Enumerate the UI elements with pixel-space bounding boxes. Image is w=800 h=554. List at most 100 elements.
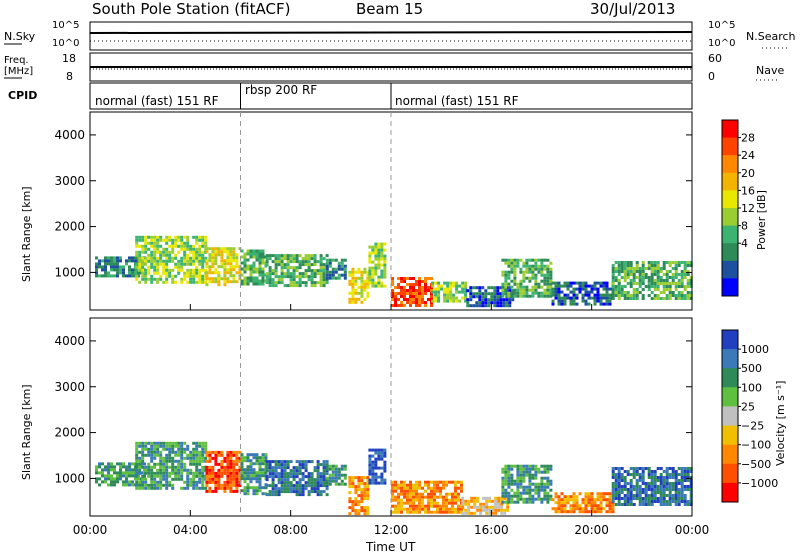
velocity-cell xyxy=(162,474,166,478)
velocity-cell xyxy=(201,465,205,469)
velocity-cell xyxy=(671,476,675,479)
velocity-cell xyxy=(554,507,558,511)
power-cell xyxy=(581,281,585,285)
power-cell xyxy=(162,265,166,269)
velocity-cell xyxy=(240,468,244,472)
power-cell xyxy=(204,256,208,260)
power-cell xyxy=(516,264,520,268)
power-cell xyxy=(638,291,642,294)
velocity-cell xyxy=(271,475,275,479)
velocity-cell xyxy=(265,466,269,470)
power-cell xyxy=(214,253,218,257)
power-cell xyxy=(563,293,567,297)
power-cell xyxy=(409,298,412,301)
velocity-cell xyxy=(430,498,433,502)
velocity-cell xyxy=(357,503,361,507)
power-cell xyxy=(119,271,122,275)
power-cell xyxy=(325,267,329,271)
power-cell xyxy=(252,276,256,280)
velocity-cell xyxy=(454,483,457,487)
power-cell xyxy=(522,261,526,265)
velocity-cell xyxy=(192,441,196,445)
power-cell xyxy=(217,250,221,254)
power-cell xyxy=(138,265,142,269)
velocity-cell xyxy=(156,447,160,451)
power-cell xyxy=(307,269,311,273)
power-cell xyxy=(397,292,400,295)
power-cell xyxy=(656,276,660,279)
velocity-cell xyxy=(252,489,256,493)
velocity-cell xyxy=(186,447,190,451)
velocity-cell xyxy=(608,498,612,502)
velocity-cell xyxy=(528,467,532,471)
velocity-cell xyxy=(360,497,364,501)
velocity-cell xyxy=(519,464,523,468)
velocity-cell xyxy=(560,492,564,496)
velocity-cell xyxy=(503,511,507,515)
power-cell xyxy=(223,268,227,272)
velocity-cell xyxy=(131,474,134,478)
power-cell xyxy=(147,259,151,263)
velocity-cell xyxy=(177,465,181,469)
velocity-cell xyxy=(641,503,645,506)
power-cell xyxy=(415,280,418,283)
power-cell xyxy=(665,270,669,273)
velocity-cell xyxy=(189,462,193,466)
velocity-cell xyxy=(304,481,308,485)
power-cell xyxy=(162,262,166,266)
velocity-cell xyxy=(316,469,320,473)
power-cell xyxy=(235,265,239,269)
velocity-cell xyxy=(286,487,290,491)
velocity-cell xyxy=(497,502,501,506)
velocity-cell xyxy=(418,510,421,514)
velocity-cell xyxy=(451,498,454,502)
power-cell xyxy=(472,295,476,299)
power-cell xyxy=(531,273,535,277)
velocity-cell xyxy=(208,456,212,460)
velocity-cell xyxy=(280,487,284,491)
power-cell xyxy=(277,263,281,267)
velocity-cell xyxy=(683,488,687,491)
velocity-cell xyxy=(644,500,648,503)
power-cell xyxy=(626,261,630,264)
power-cell xyxy=(528,279,532,283)
velocity-cell xyxy=(617,485,621,488)
velocity-cell xyxy=(357,494,361,498)
power-cell xyxy=(546,288,550,292)
power-cell xyxy=(153,265,157,269)
velocity-cell xyxy=(632,485,636,488)
velocity-cell xyxy=(192,471,196,475)
velocity-cell xyxy=(98,477,101,481)
power-cell xyxy=(534,267,538,271)
velocity-cell xyxy=(584,492,588,496)
velocity-cell xyxy=(255,462,259,466)
velocity-cell xyxy=(354,503,358,507)
power-cell xyxy=(295,275,299,279)
velocity-cell xyxy=(531,476,535,480)
velocity-cell xyxy=(611,470,615,473)
velocity-cell xyxy=(141,483,145,487)
power-cell xyxy=(578,284,582,288)
power-cell xyxy=(201,250,205,254)
velocity-cell xyxy=(380,448,384,452)
power-cell xyxy=(394,301,397,304)
velocity-cell xyxy=(295,472,299,476)
velocity-cell xyxy=(510,464,514,468)
power-cell xyxy=(575,302,579,306)
power-cell xyxy=(180,268,184,272)
power-cell xyxy=(340,273,344,277)
velocity-cell xyxy=(186,474,190,478)
power-cell xyxy=(653,285,657,288)
velocity-cell xyxy=(255,492,259,496)
power-cell xyxy=(409,292,412,295)
power-cell xyxy=(368,275,372,279)
velocity-cell xyxy=(467,502,471,506)
velocity-cell xyxy=(156,468,160,472)
power-cell xyxy=(101,259,104,263)
velocity-cell xyxy=(348,512,352,516)
power-cell xyxy=(409,277,412,280)
velocity-cell xyxy=(205,471,209,475)
velocity-cell xyxy=(506,508,510,512)
power-cell xyxy=(292,254,296,258)
velocity-cell xyxy=(461,511,465,515)
